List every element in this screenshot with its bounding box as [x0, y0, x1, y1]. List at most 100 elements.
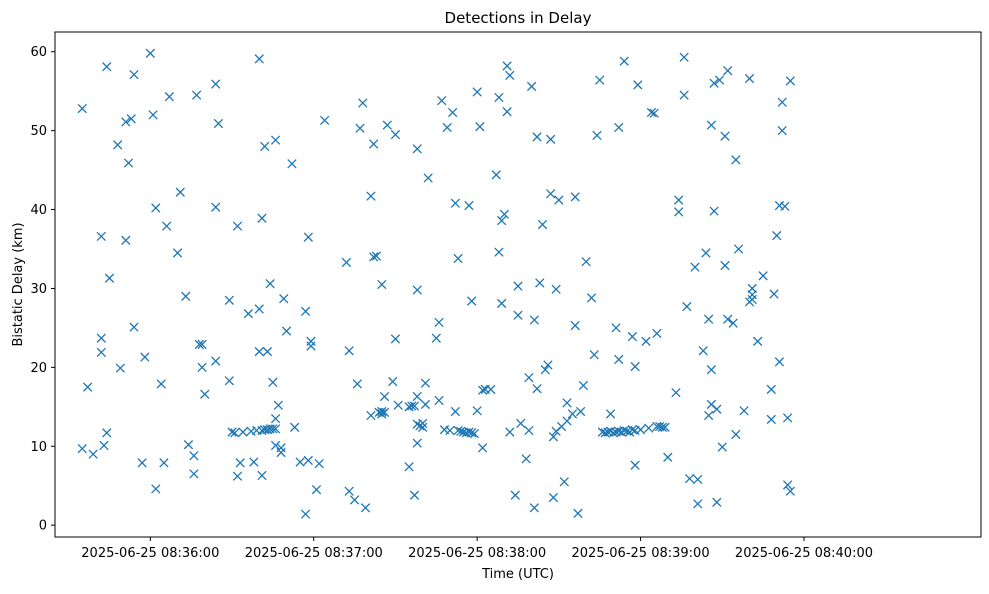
- data-point-marker: [548, 492, 559, 503]
- data-point-marker: [191, 90, 202, 100]
- data-point-marker: [491, 170, 501, 180]
- data-point-marker: [690, 262, 700, 272]
- data-point-marker: [720, 131, 730, 141]
- data-point-marker: [464, 427, 474, 437]
- data-point-marker: [102, 62, 112, 72]
- data-point-marker: [407, 401, 417, 411]
- data-points: [77, 48, 796, 519]
- data-point-marker: [281, 326, 292, 336]
- data-point-marker: [709, 78, 719, 88]
- data-point-marker: [712, 497, 722, 507]
- data-point-marker: [418, 422, 428, 432]
- data-point-marker: [311, 484, 322, 495]
- data-point-marker: [703, 314, 714, 324]
- data-point-marker: [709, 206, 719, 216]
- data-point-marker: [535, 278, 545, 288]
- data-point-marker: [739, 406, 749, 416]
- data-point-marker: [693, 474, 703, 485]
- data-point-marker: [379, 391, 390, 402]
- data-point-marker: [505, 427, 515, 437]
- data-point-marker: [570, 320, 580, 331]
- data-point-marker: [562, 398, 572, 408]
- data-point-marker: [249, 457, 259, 467]
- x-tick-label: 2025-06-25 08:39:00: [572, 546, 710, 561]
- data-point-marker: [510, 490, 520, 500]
- x-tick-label: 2025-06-25 08:40:00: [735, 546, 873, 561]
- data-point-marker: [355, 123, 365, 133]
- data-point-marker: [197, 362, 207, 373]
- data-point-marker: [164, 92, 175, 102]
- data-point-marker: [469, 428, 480, 439]
- data-point-marker: [227, 427, 237, 437]
- data-point-marker: [753, 336, 763, 346]
- data-point-marker: [409, 401, 420, 411]
- data-point-marker: [194, 339, 205, 350]
- data-point-marker: [371, 251, 382, 261]
- data-point-marker: [693, 499, 703, 509]
- data-point-marker: [703, 410, 714, 421]
- data-point-marker: [772, 230, 782, 241]
- data-point-marker: [505, 70, 515, 81]
- data-point-marker: [548, 432, 559, 442]
- data-point-marker: [614, 122, 624, 133]
- data-point-marker: [769, 289, 779, 299]
- data-point-marker: [96, 347, 106, 358]
- data-point-marker: [663, 452, 673, 462]
- data-point-marker: [657, 422, 668, 432]
- data-point-marker: [453, 253, 463, 264]
- data-point-marker: [679, 52, 689, 62]
- data-point-marker: [257, 470, 267, 481]
- data-point-marker: [96, 231, 106, 242]
- data-point-marker: [744, 73, 755, 84]
- data-point-marker: [314, 458, 324, 469]
- data-point-marker: [232, 221, 243, 231]
- data-point-marker: [423, 173, 433, 183]
- data-point-marker: [303, 455, 313, 466]
- data-point-marker: [211, 79, 221, 89]
- data-point-marker: [467, 428, 477, 438]
- data-point-marker: [126, 114, 136, 124]
- y-tick-label: 60: [30, 45, 47, 60]
- data-point-marker: [366, 191, 376, 201]
- x-tick-label: 2025-06-25 08:36:00: [81, 546, 219, 561]
- data-point-marker: [524, 425, 534, 436]
- data-point-marker: [619, 56, 629, 66]
- data-point-marker: [412, 285, 422, 295]
- data-point-marker: [254, 304, 264, 314]
- data-point-marker: [513, 281, 523, 291]
- chart-title: Detections in Delay: [445, 9, 592, 27]
- data-point-marker: [780, 201, 790, 212]
- y-tick-label: 10: [30, 440, 47, 455]
- data-point-marker: [529, 503, 540, 513]
- data-point-marker: [254, 346, 264, 357]
- data-point-marker: [546, 134, 556, 144]
- data-point-marker: [287, 159, 297, 169]
- data-point-marker: [121, 117, 131, 127]
- data-point-marker: [420, 378, 431, 388]
- data-point-marker: [537, 219, 548, 230]
- data-point-marker: [578, 380, 589, 391]
- data-point-marker: [660, 422, 670, 432]
- data-point-marker: [366, 410, 376, 421]
- data-point-marker: [368, 139, 379, 149]
- data-point-marker: [96, 333, 106, 343]
- data-point-marker: [758, 271, 768, 281]
- data-point-marker: [559, 477, 569, 487]
- data-point-marker: [290, 422, 300, 432]
- data-point-marker: [420, 399, 431, 410]
- data-point-marker: [175, 187, 185, 197]
- data-point-marker: [766, 414, 776, 425]
- data-point-marker: [622, 426, 632, 436]
- data-point-marker: [546, 189, 556, 199]
- data-point-marker: [733, 244, 744, 254]
- data-point-marker: [464, 200, 474, 211]
- data-point-marker: [377, 406, 387, 417]
- data-point-marker: [499, 209, 510, 219]
- data-point-marker: [129, 69, 139, 80]
- data-point-marker: [698, 346, 708, 356]
- data-point-marker: [608, 428, 618, 438]
- data-point-marker: [486, 384, 496, 395]
- data-point-marker: [83, 382, 93, 392]
- data-point-marker: [453, 425, 463, 436]
